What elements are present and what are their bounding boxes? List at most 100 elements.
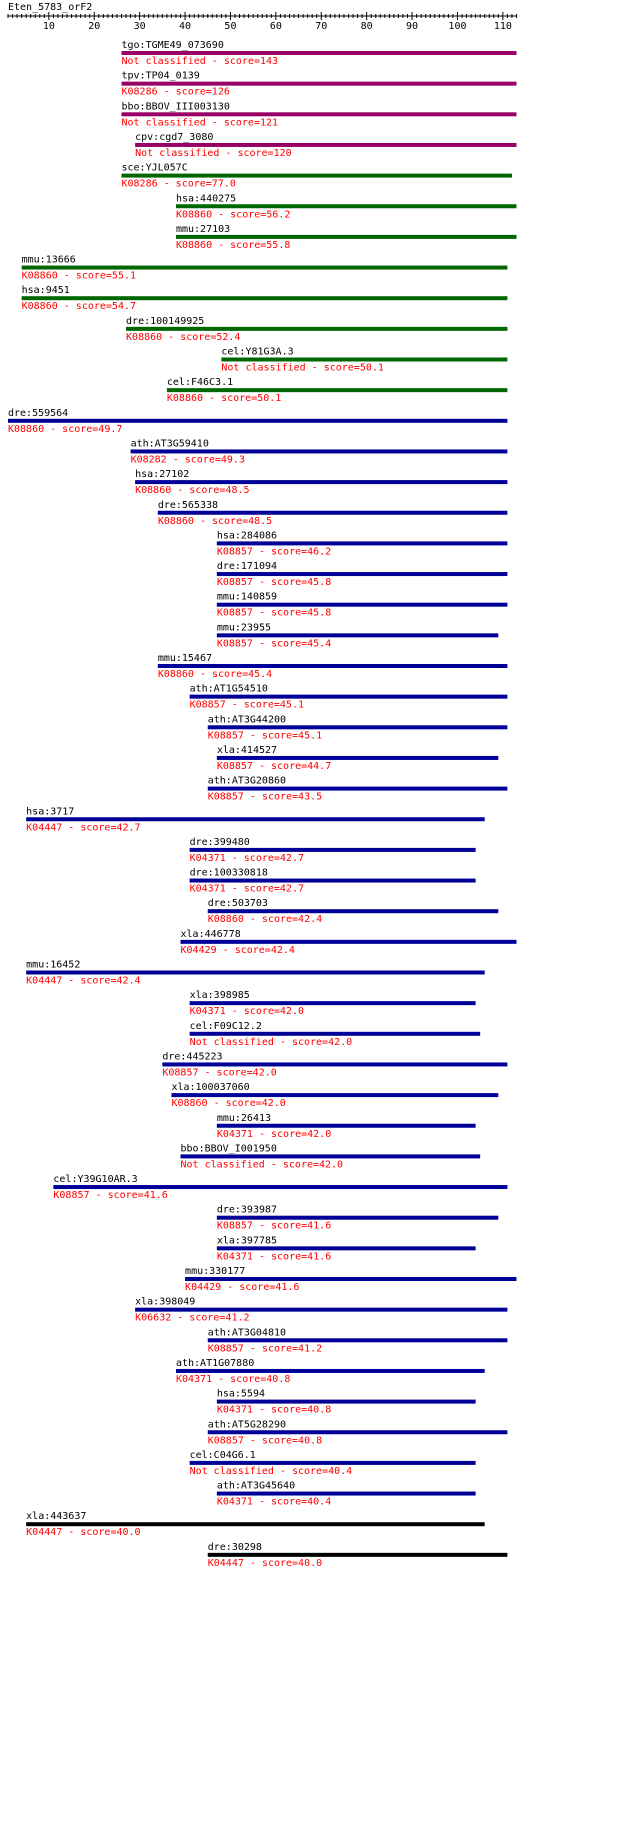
hit-bar[interactable] — [216, 1491, 476, 1496]
hit-row[interactable]: xla:446778 K04429 - score=42.4 — [180, 929, 517, 956]
hit-name[interactable]: dre:171094 — [217, 561, 277, 572]
hit-row[interactable]: dre:565338 K08860 - score=48.5 — [157, 500, 508, 527]
hit-row[interactable]: hsa:284086 K08857 - score=46.2 — [216, 530, 508, 557]
hit-annotation[interactable]: K08860 - score=55.8 — [176, 240, 290, 251]
hit-annotation[interactable]: Not classified - score=143 — [122, 56, 279, 67]
hit-annotation[interactable]: K04447 - score=42.7 — [26, 822, 140, 833]
hit-row[interactable]: ath:AT3G59410 K08282 - score=49.3 — [130, 438, 508, 465]
hit-row[interactable]: mmu:13666 K08860 - score=55.1 — [21, 255, 508, 282]
hit-annotation[interactable]: K08860 - score=54.7 — [22, 301, 136, 312]
hit-annotation[interactable]: K08857 - score=42.0 — [162, 1067, 276, 1078]
hit-name[interactable]: mmu:23955 — [217, 622, 271, 633]
hit-bar[interactable] — [180, 1154, 481, 1159]
hit-bar[interactable] — [221, 357, 508, 362]
hit-row[interactable]: ath:AT3G44200 K08857 - score=45.1 — [207, 714, 508, 741]
hit-row[interactable]: mmu:23955 K08857 - score=45.4 — [216, 622, 499, 649]
hit-bar[interactable] — [157, 664, 508, 668]
hit-name[interactable]: ath:AT3G59410 — [131, 438, 209, 449]
hit-name[interactable]: mmu:330177 — [185, 1266, 245, 1277]
hit-annotation[interactable]: K04371 - score=42.7 — [190, 884, 304, 895]
hit-row[interactable]: xla:443637 K04447 - score=40.0 — [26, 1511, 485, 1538]
hit-bar[interactable] — [135, 480, 508, 485]
hit-name[interactable]: cel:Y81G3A.3 — [221, 347, 293, 358]
hit-row[interactable]: dre:100330818 K04371 - score=42.7 — [189, 868, 476, 895]
hit-name[interactable]: cel:C04G6.1 — [190, 1450, 256, 1461]
hit-row[interactable]: ath:AT3G04810 K08857 - score=41.2 — [207, 1327, 508, 1354]
hit-bar[interactable] — [126, 326, 508, 331]
hit-name[interactable]: mmu:13666 — [22, 255, 76, 266]
hit-bar[interactable] — [216, 1123, 476, 1128]
hit-bar[interactable] — [185, 1277, 517, 1281]
hit-bar[interactable] — [189, 1460, 476, 1465]
hit-name[interactable]: ath:AT3G45640 — [217, 1481, 295, 1492]
hit-name[interactable]: dre:503703 — [208, 898, 268, 909]
hit-name[interactable]: cpv:cgd7_3080 — [135, 132, 213, 143]
hit-row[interactable]: dre:445223 K08857 - score=42.0 — [162, 1051, 508, 1078]
hit-name[interactable]: cel:F09C12.2 — [190, 1021, 262, 1032]
hit-name[interactable]: xla:398049 — [135, 1297, 195, 1308]
hit-row[interactable]: xla:414527 K08857 - score=44.7 — [216, 745, 499, 772]
hit-bar[interactable] — [26, 1522, 485, 1527]
hit-name[interactable]: dre:559564 — [8, 408, 68, 419]
hit-row[interactable]: sce:YJL057C K08286 - score=77.0 — [121, 163, 512, 190]
hit-row[interactable]: dre:100149925 K08860 - score=52.4 — [126, 316, 508, 343]
hit-row[interactable]: cel:Y39G10AR.3 K08857 - score=41.6 — [53, 1174, 508, 1201]
hit-annotation[interactable]: K06632 - score=41.2 — [135, 1313, 249, 1324]
hit-name[interactable]: hsa:3717 — [26, 806, 74, 817]
hit-bar[interactable] — [130, 449, 508, 454]
hit-name[interactable]: dre:399480 — [190, 837, 250, 848]
hit-row[interactable]: dre:393987 K08857 - score=41.6 — [216, 1205, 499, 1232]
hit-annotation[interactable]: K08860 - score=42.4 — [208, 914, 322, 925]
hit-name[interactable]: dre:30298 — [208, 1542, 262, 1553]
hit-row[interactable]: ath:AT5G28290 K08857 - score=40.8 — [207, 1419, 508, 1446]
hit-name[interactable]: xla:446778 — [181, 929, 241, 940]
hit-annotation[interactable]: Not classified - score=40.4 — [190, 1466, 353, 1477]
hit-row[interactable]: mmu:140859 K08857 - score=45.8 — [216, 592, 508, 619]
hit-bar[interactable] — [216, 541, 508, 546]
hit-bar[interactable] — [207, 786, 508, 791]
hit-bar[interactable] — [189, 847, 476, 852]
hit-bar[interactable] — [216, 1246, 476, 1251]
hit-name[interactable]: ath:AT1G54510 — [190, 684, 268, 695]
hit-bar[interactable] — [216, 602, 508, 607]
hit-name[interactable]: xla:397785 — [217, 1235, 277, 1246]
hit-annotation[interactable]: K08286 - score=77.0 — [122, 179, 236, 190]
hit-annotation[interactable]: K08860 - score=49.7 — [8, 424, 122, 435]
hit-name[interactable]: bbo:BBOV_I001950 — [181, 1143, 277, 1154]
hit-row[interactable]: ath:AT1G07880 K04371 - score=40.8 — [175, 1358, 485, 1385]
hit-annotation[interactable]: K08860 - score=45.4 — [158, 669, 272, 680]
hit-bar[interactable] — [216, 633, 499, 638]
hit-annotation[interactable]: K08857 - score=45.1 — [190, 700, 304, 711]
hit-row[interactable]: cpv:cgd7_3080 Not classified - score=120 — [135, 132, 517, 159]
hit-annotation[interactable]: K08860 - score=42.0 — [171, 1098, 285, 1109]
hit-annotation[interactable]: K08860 - score=48.5 — [158, 516, 272, 527]
hit-name[interactable]: cel:F46C3.1 — [167, 377, 233, 388]
hit-annotation[interactable]: K04371 - score=40.8 — [217, 1405, 331, 1416]
hit-annotation[interactable]: K08860 - score=55.1 — [22, 271, 136, 282]
hit-annotation[interactable]: K08857 - score=46.2 — [217, 546, 331, 557]
hit-bar[interactable] — [121, 112, 517, 117]
hit-annotation[interactable]: K04429 - score=42.4 — [181, 945, 295, 956]
hit-name[interactable]: ath:AT3G20860 — [208, 776, 286, 787]
hit-row[interactable]: dre:503703 K08860 - score=42.4 — [207, 898, 499, 925]
hit-name[interactable]: sce:YJL057C — [122, 163, 188, 174]
hit-bar[interactable] — [121, 173, 512, 178]
hit-row[interactable]: cel:F09C12.2 Not classified - score=42.0 — [189, 1021, 481, 1048]
hit-name[interactable]: xla:443637 — [26, 1511, 86, 1522]
hit-row[interactable]: cel:F46C3.1 K08860 - score=50.1 — [166, 377, 508, 404]
hit-row[interactable]: xla:398049 K06632 - score=41.2 — [135, 1297, 508, 1324]
hit-row[interactable]: mmu:330177 K04429 - score=41.6 — [185, 1266, 517, 1293]
hit-annotation[interactable]: K08857 - score=41.6 — [53, 1190, 167, 1201]
hit-name[interactable]: dre:565338 — [158, 500, 218, 511]
hit-row[interactable]: cel:C04G6.1 Not classified - score=40.4 — [189, 1450, 476, 1477]
hit-row[interactable]: ath:AT3G20860 K08857 - score=43.5 — [207, 776, 508, 803]
hit-annotation[interactable]: K04447 - score=40.0 — [208, 1558, 322, 1569]
hit-annotation[interactable]: K04371 - score=42.0 — [217, 1129, 331, 1140]
hit-annotation[interactable]: K04447 - score=40.0 — [26, 1527, 140, 1538]
hit-row[interactable]: bbo:BBOV_I001950 Not classified - score=4… — [180, 1143, 481, 1170]
hit-row[interactable]: hsa:27102 K08860 - score=48.5 — [135, 469, 508, 496]
hit-annotation[interactable]: K08857 - score=45.8 — [217, 608, 331, 619]
hit-name[interactable]: hsa:9451 — [22, 285, 70, 296]
hit-row[interactable]: hsa:3717 K04447 - score=42.7 — [26, 806, 485, 833]
hit-name[interactable]: mmu:140859 — [217, 592, 277, 603]
